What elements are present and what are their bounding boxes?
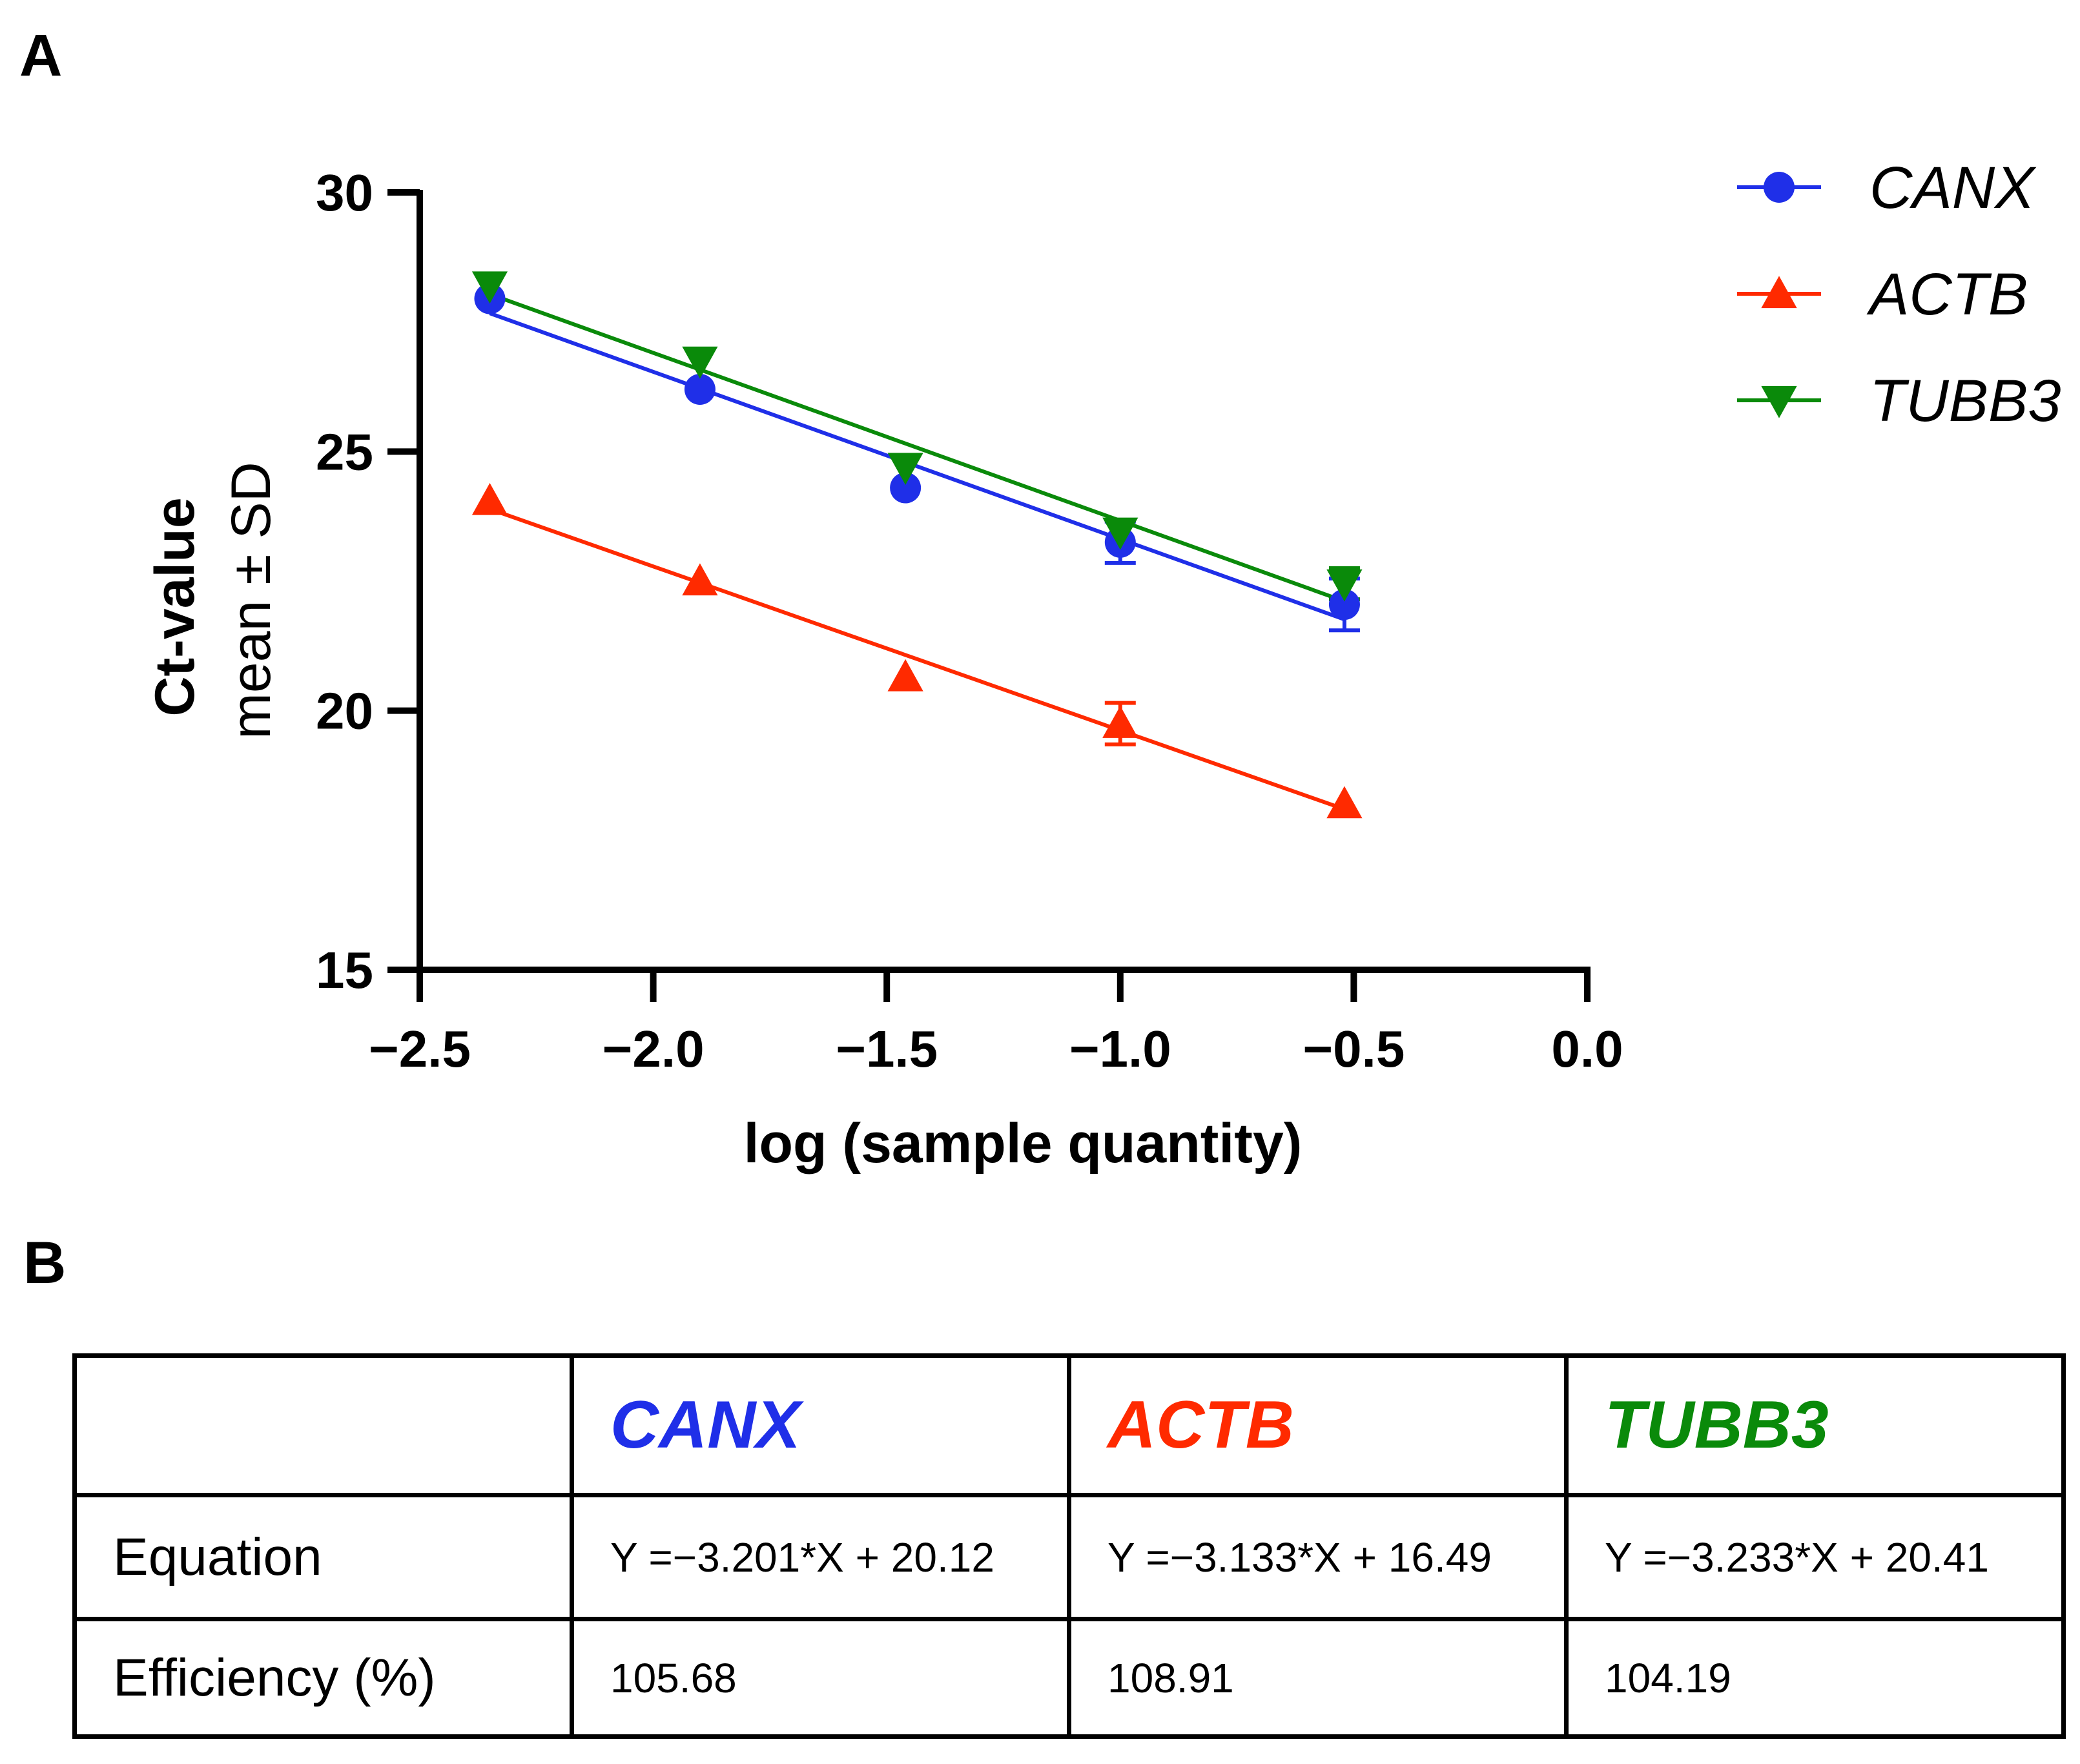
table-cell: Y =−3.133*X + 16.49 — [1067, 1493, 1569, 1621]
table-header-row: CANX ACTB TUBB3 — [72, 1353, 2066, 1497]
gene-header-canx: CANX — [610, 1388, 801, 1462]
point-tubb3 — [682, 346, 718, 379]
y-axis-subtitle: mean ± SD — [220, 462, 282, 739]
efficiency-actb: 108.91 — [1107, 1654, 1234, 1701]
row-label-cell: Equation — [72, 1493, 574, 1621]
point-canx — [684, 374, 716, 405]
legend: CANX ACTB TUBB3 — [1737, 155, 2061, 434]
equation-tubb3: Y =−3.233*X + 20.41 — [1605, 1533, 1989, 1581]
row-label-efficiency: Efficiency (%) — [113, 1648, 436, 1707]
point-canx — [890, 472, 922, 504]
table-cell: 104.19 — [1564, 1617, 2066, 1739]
fit-line-canx — [489, 311, 1345, 622]
point-actb — [682, 563, 718, 596]
header-cell-actb: ACTB — [1067, 1353, 1569, 1497]
y-tick-label: 30 — [316, 164, 373, 221]
point-canx — [1328, 589, 1360, 620]
row-label-equation: Equation — [113, 1527, 322, 1586]
table-corner-cell — [72, 1353, 574, 1497]
y-tick-label: 15 — [316, 941, 373, 999]
panel-b-label: B — [23, 1230, 67, 1296]
point-actb — [1326, 786, 1363, 819]
legend-marker-actb — [1761, 276, 1797, 309]
legend-label-canx: CANX — [1869, 155, 2037, 221]
point-actb — [1102, 706, 1138, 738]
table-cell: 108.91 — [1067, 1617, 1569, 1739]
y-axis-title: Ct-value — [144, 497, 206, 716]
point-tubb3 — [471, 271, 508, 304]
fit-line-actb — [489, 507, 1345, 812]
point-tubb3 — [1102, 517, 1138, 550]
legend-marker-tubb3 — [1761, 385, 1797, 418]
efficiency-canx: 105.68 — [610, 1654, 737, 1701]
x-axis-title: log (sample quantity) — [744, 1113, 1303, 1174]
y-tick-label: 20 — [316, 682, 373, 740]
fit-line-tubb3 — [489, 292, 1345, 604]
qpcr-results-table: CANX ACTB TUBB3 Equation Y =−3.201*X + 2… — [72, 1353, 2066, 1739]
legend-marker-canx — [1764, 172, 1795, 203]
x-tick-label: −1.5 — [836, 1020, 938, 1078]
fit-lines — [489, 292, 1345, 812]
point-tubb3 — [1326, 569, 1363, 602]
tick-labels: 15 20 25 30 −2.5 −2.0 −1.5 −1.0 −0.5 0.0 — [316, 164, 1623, 1078]
point-actb — [471, 482, 508, 515]
x-tick-label: −2.0 — [602, 1020, 705, 1078]
header-cell-canx: CANX — [570, 1353, 1071, 1497]
table-row-equation: Equation Y =−3.201*X + 20.12 Y =−3.133*X… — [72, 1493, 2066, 1621]
gene-header-tubb3: TUBB3 — [1605, 1388, 1829, 1462]
panel-a-label: A — [19, 23, 63, 88]
table-cell: 105.68 — [570, 1617, 1071, 1739]
point-tubb3 — [887, 453, 923, 486]
chart-axes — [387, 189, 1591, 1002]
efficiency-tubb3: 104.19 — [1605, 1654, 1731, 1701]
row-label-cell: Efficiency (%) — [72, 1617, 574, 1739]
x-tick-label: 0.0 — [1551, 1020, 1623, 1078]
legend-label-tubb3: TUBB3 — [1869, 368, 2061, 434]
table-cell: Y =−3.233*X + 20.41 — [1564, 1493, 2066, 1621]
y-tick-label: 25 — [316, 423, 373, 480]
x-tick-label: −1.0 — [1069, 1020, 1171, 1078]
equation-actb: Y =−3.133*X + 16.49 — [1107, 1533, 1492, 1581]
x-tick-label: −2.5 — [369, 1020, 471, 1078]
table-row-efficiency: Efficiency (%) 105.68 108.91 104.19 — [72, 1617, 2066, 1739]
header-cell-tubb3: TUBB3 — [1564, 1353, 2066, 1497]
equation-canx: Y =−3.201*X + 20.12 — [610, 1533, 994, 1581]
point-actb — [887, 659, 923, 692]
gene-header-actb: ACTB — [1107, 1388, 1294, 1462]
x-tick-label: −0.5 — [1303, 1020, 1405, 1078]
ct-value-chart: 15 20 25 30 −2.5 −2.0 −1.5 −1.0 −0.5 0.0 log (sam… — [144, 155, 2061, 1174]
data-points — [471, 271, 1363, 819]
legend-label-actb: ACTB — [1866, 262, 2028, 327]
error-bars — [1104, 519, 1360, 746]
table-cell: Y =−3.201*X + 20.12 — [570, 1493, 1071, 1621]
